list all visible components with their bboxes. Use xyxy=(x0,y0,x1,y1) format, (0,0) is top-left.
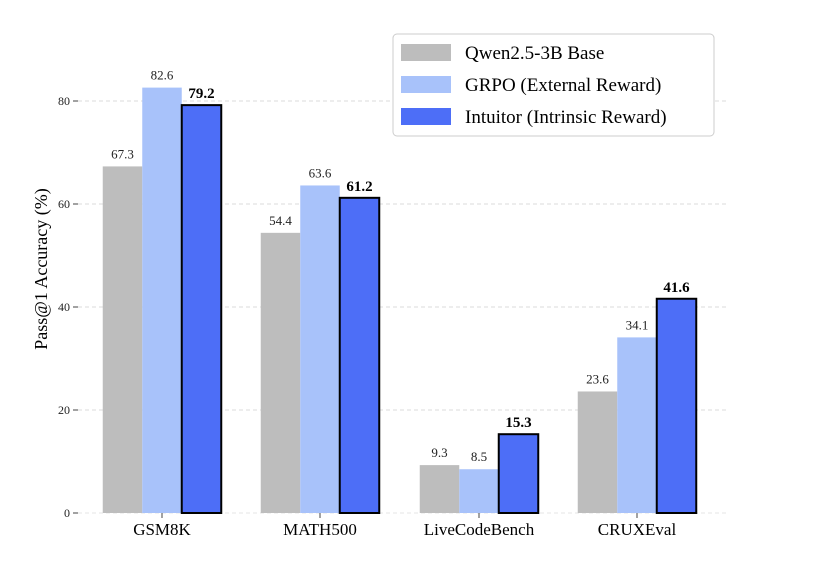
legend-swatch xyxy=(401,44,451,61)
bar-gsm8k-series-1 xyxy=(102,166,143,513)
data-label: 61.2 xyxy=(346,179,372,195)
legend-swatch xyxy=(401,108,451,125)
bar-gsm8k-series-2 xyxy=(142,87,182,514)
x-axis: GSM8K MATH500 LiveCodeBench CRUXEval xyxy=(133,513,676,539)
legend-frame xyxy=(392,33,715,137)
data-label: 15.3 xyxy=(505,415,531,431)
value-labels: 67.3 54.4 9.3 23.6 82.6 63.6 8.5 34.1 79.2 61.2 15… xyxy=(111,68,690,465)
y-tick-label: 60 xyxy=(58,197,70,211)
x-tick-label: GSM8K xyxy=(133,520,191,539)
bar-cruxeval-series-3 xyxy=(655,297,698,515)
bar-cruxeval-series-1 xyxy=(577,391,618,513)
y-tick-label: 0 xyxy=(64,506,70,520)
legend-swatch xyxy=(401,76,451,93)
legend: Qwen2.5-3B Base GRPO (External Reward) Int… xyxy=(392,33,715,137)
y-axis-label: Pass@1 Accuracy (%) xyxy=(31,188,52,350)
bar-livecodebench-series-1 xyxy=(419,465,460,513)
data-label: 63.6 xyxy=(309,165,332,180)
bar-livecodebench-series-3 xyxy=(497,433,540,514)
bar-math500-series-1 xyxy=(260,232,301,513)
bars xyxy=(102,87,698,515)
y-tick-label: 80 xyxy=(58,94,70,108)
data-label: 23.6 xyxy=(586,371,609,386)
data-label: 9.3 xyxy=(431,445,447,460)
y-tick-label: 20 xyxy=(58,403,70,417)
bar-math500-series-3 xyxy=(338,196,381,514)
legend-label: Intuitor (Intrinsic Reward) xyxy=(465,107,667,128)
x-tick-label: LiveCodeBench xyxy=(424,520,535,539)
bar-livecodebench-series-2 xyxy=(459,469,499,513)
data-label: 34.1 xyxy=(626,317,649,332)
bar-cruxeval-series-2 xyxy=(617,337,657,513)
x-tick-label: MATH500 xyxy=(283,520,357,539)
bar-math500-series-2 xyxy=(300,185,340,513)
legend-label: GRPO (External Reward) xyxy=(465,75,661,96)
data-label: 67.3 xyxy=(111,146,134,161)
data-label: 79.2 xyxy=(188,86,214,102)
data-label: 82.6 xyxy=(151,68,174,83)
y-axis: 0 20 40 60 80 xyxy=(58,94,78,520)
data-label: 54.4 xyxy=(269,213,292,228)
bar-gsm8k-series-3 xyxy=(180,104,223,515)
data-label: 8.5 xyxy=(471,449,487,464)
legend-label: Qwen2.5-3B Base xyxy=(465,43,604,64)
y-tick-label: 40 xyxy=(58,300,70,314)
data-label: 41.6 xyxy=(663,280,690,296)
x-tick-label: CRUXEval xyxy=(598,520,677,539)
